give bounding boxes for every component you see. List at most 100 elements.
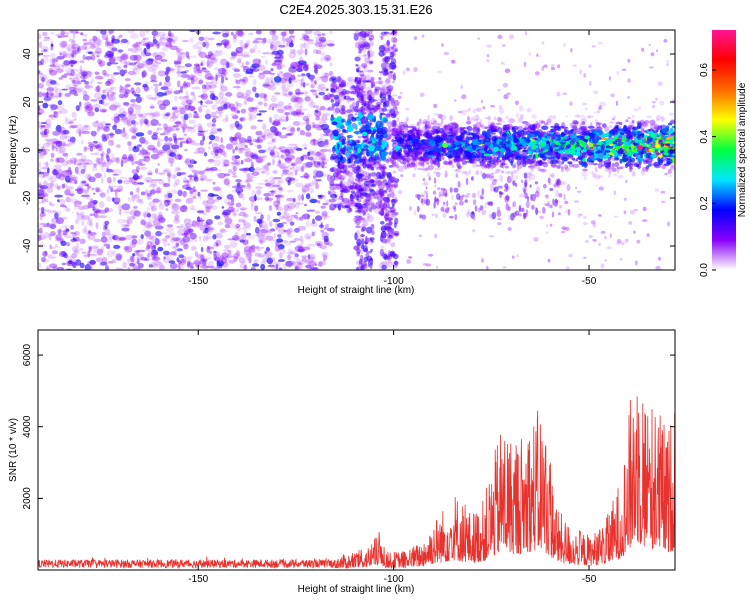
heatmap-cell <box>92 103 101 110</box>
heatmap-cell <box>231 175 238 178</box>
spectrogram-heatmap <box>38 30 675 270</box>
heatmap-cell <box>57 149 64 154</box>
heatmap-cell <box>287 234 293 238</box>
heatmap-cell <box>203 130 209 133</box>
heatmap-cell <box>360 248 364 255</box>
heatmap-cell <box>138 158 146 162</box>
heatmap-cell <box>227 207 235 212</box>
heatmap-cell <box>108 30 114 34</box>
heatmap-cell <box>124 234 134 241</box>
heatmap-cell <box>175 218 178 221</box>
heatmap-cell <box>287 149 295 155</box>
heatmap-cell <box>179 172 187 175</box>
heatmap-cell <box>667 221 671 227</box>
heatmap-cell <box>81 194 90 198</box>
heatmap-cell <box>301 214 308 221</box>
heatmap-cell <box>247 111 253 116</box>
heatmap-cell <box>88 230 92 234</box>
heatmap-cell <box>408 206 413 211</box>
heatmap-cell <box>322 41 328 46</box>
heatmap-cell <box>354 113 358 116</box>
heatmap-cell <box>120 115 129 122</box>
heatmap-cell <box>480 99 483 104</box>
heatmap-cell <box>135 96 142 103</box>
heatmap-cell <box>263 102 268 107</box>
heatmap-cell <box>355 202 362 207</box>
heatmap-cell <box>322 194 327 200</box>
heatmap-cell <box>193 111 198 114</box>
heatmap-cell <box>82 188 88 194</box>
heatmap-cell <box>197 45 203 51</box>
heatmap-cell <box>485 265 489 269</box>
heatmap-cell <box>311 230 317 234</box>
heatmap-cell <box>101 133 107 139</box>
heatmap-cell <box>174 198 182 203</box>
heatmap-cell <box>378 71 384 74</box>
heatmap-cell <box>38 207 45 211</box>
heatmap-cell <box>245 40 251 44</box>
heatmap-cell <box>201 87 208 94</box>
heatmap-cell <box>290 111 299 116</box>
heatmap-cell <box>83 42 93 45</box>
heatmap-cell <box>220 149 226 154</box>
heatmap-cell <box>155 55 163 58</box>
heatmap-cell <box>92 140 98 144</box>
heatmap-cell <box>282 31 287 38</box>
heatmap-cell <box>320 148 329 152</box>
heatmap-cell <box>75 105 80 112</box>
heatmap-cell <box>613 115 617 119</box>
heatmap-cell <box>255 186 263 190</box>
heatmap-cell <box>260 231 269 238</box>
heatmap-cell <box>72 245 79 252</box>
heatmap-cell <box>608 76 612 81</box>
heatmap-cell <box>203 169 211 172</box>
heatmap-cell <box>43 162 48 165</box>
heatmap-cell <box>315 115 321 120</box>
heatmap-cell <box>203 70 210 73</box>
heatmap-cell <box>219 227 225 234</box>
heatmap-cell <box>251 68 260 72</box>
heatmap-cell <box>284 157 292 161</box>
heatmap-cell <box>238 212 247 217</box>
heatmap-cell <box>611 117 615 121</box>
heatmap-cell <box>259 239 264 245</box>
heatmap-cell <box>42 250 48 257</box>
heatmap-cell <box>187 140 193 144</box>
heatmap-cell <box>371 166 375 171</box>
heatmap-cell <box>42 193 49 198</box>
heatmap-cell <box>454 99 457 102</box>
heatmap-cell <box>53 82 60 86</box>
heatmap-cell <box>211 118 217 124</box>
heatmap-cell <box>120 160 124 168</box>
heatmap-cell <box>297 246 305 253</box>
heatmap-cell <box>237 219 247 223</box>
heatmap-cell <box>286 189 294 193</box>
heatmap-cell <box>81 130 91 135</box>
heatmap-cell <box>235 101 239 107</box>
heatmap-cell <box>76 158 85 164</box>
heatmap-cell <box>195 64 201 72</box>
heatmap-cell <box>159 81 162 86</box>
heatmap-cell <box>318 83 326 90</box>
heatmap-cell <box>327 43 335 48</box>
heatmap-cell <box>278 155 281 161</box>
heatmap-cell <box>79 238 86 244</box>
heatmap-cell <box>322 161 327 165</box>
heatmap-cell <box>181 39 189 43</box>
heatmap-cell <box>291 98 298 103</box>
heatmap-cell <box>250 244 256 250</box>
heatmap-cell <box>304 63 310 67</box>
heatmap-cell <box>43 123 51 130</box>
heatmap-cell <box>541 41 545 45</box>
heatmap-cell <box>40 222 48 226</box>
heatmap-cell <box>89 221 93 228</box>
heatmap-cell <box>164 193 171 199</box>
heatmap-cell <box>321 210 328 217</box>
heatmap-cell <box>570 48 573 53</box>
heatmap-cell <box>583 73 586 78</box>
heatmap-cell <box>384 196 391 204</box>
heatmap-cell <box>608 174 612 178</box>
heatmap-cell <box>320 123 330 131</box>
heatmap-cell <box>98 201 105 208</box>
heatmap-cell <box>86 159 92 163</box>
